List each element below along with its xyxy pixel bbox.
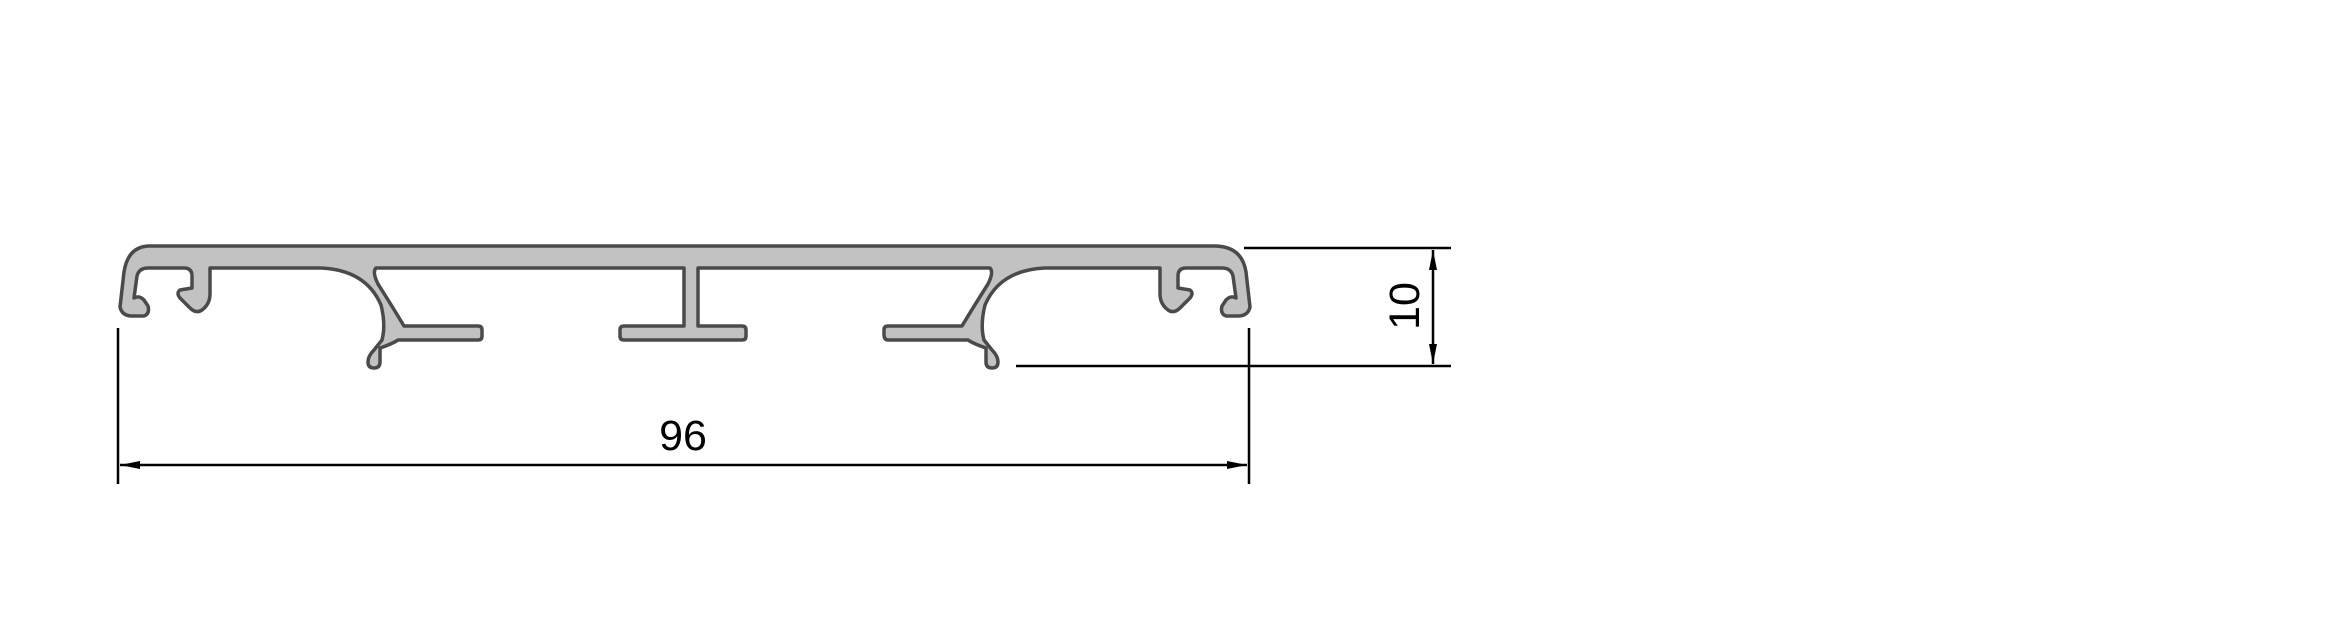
width-dimension-label: 96 bbox=[659, 412, 707, 460]
profile-cross-section bbox=[118, 244, 1252, 370]
height-dimension: 10 bbox=[1016, 246, 1451, 368]
height-dimension-label: 10 bbox=[1381, 282, 1429, 330]
width-dimension: 96 bbox=[116, 328, 1251, 484]
profile-outline bbox=[118, 244, 1252, 370]
